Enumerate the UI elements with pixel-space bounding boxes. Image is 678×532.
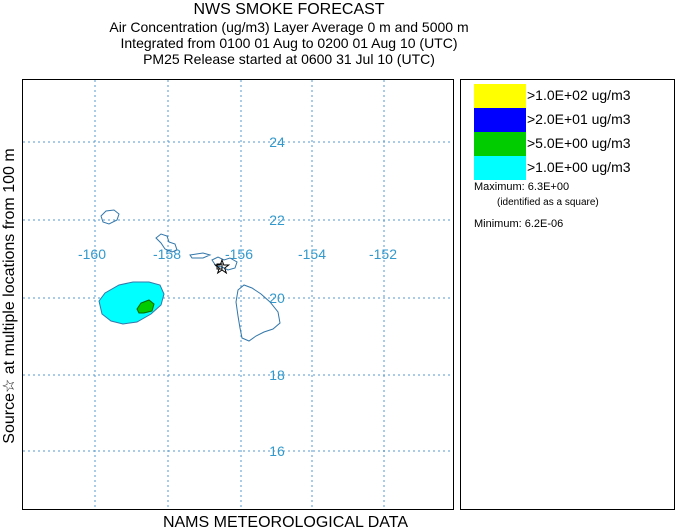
smoke-concentration [98,281,165,325]
legend-swatch [474,156,526,180]
legend-swatch [474,132,526,156]
source-star [213,258,231,275]
legend-panel: >1.0E+02 ug/m3 >2.0E+01 ug/m3 >5.0E+00 u… [460,79,675,510]
lon-label: -154 [298,246,326,262]
concentration-description: Air Concentration (ug/m3) Layer Average … [109,19,469,35]
meteorological-data-label: NAMS METEOROLOGICAL DATA [162,514,409,531]
oahu-coast [155,233,178,253]
legend-swatch [474,84,526,108]
forecast-header: NWS SMOKE FORECAST Air Concentration (ug… [22,0,556,67]
legend-label: >1.0E+00 ug/m3 [527,159,631,175]
legend-label: >2.0E+01 ug/m3 [527,111,631,127]
lat-label: 18 [269,367,285,383]
molokai-coast [189,252,212,259]
smoke-contour-1e0 [98,281,165,325]
island-coastlines [100,209,281,342]
lon-label: -160 [78,246,106,262]
release-start: PM25 Release started at 0600 31 Jul 10 (… [143,51,435,67]
source-star-icon [213,258,231,275]
lat-label: 20 [269,290,285,306]
longitude-labels: -160 -158 -156 -154 -152 [78,246,397,262]
maximum-note: (identified as a square) [497,197,599,208]
latitude-labels: 24 22 20 18 16 [269,134,285,459]
integration-period: Integrated from 0100 01 Aug to 0200 01 A… [120,35,458,51]
minimum-value: Minimum: 6.2E-06 [474,218,564,230]
graticule [23,80,453,509]
lon-label: -156 [225,246,253,262]
smoke-contour-5e0 [136,299,155,314]
legend-label: >5.0E+00 ug/m3 [527,135,631,151]
lon-label: -152 [369,246,397,262]
map-panel: -160 -158 -156 -154 -152 24 22 20 18 16 [22,79,454,510]
source-label: Source☆ at multiple locations from 100 m [1,148,18,444]
legend-label: >1.0E+02 ug/m3 [527,87,631,103]
big-island-coast [235,284,281,342]
lat-label: 16 [269,443,285,459]
maui-coast [211,256,238,271]
lat-label: 22 [269,212,285,228]
lon-label: -158 [153,246,181,262]
kauai-coast [100,209,120,225]
forecast-title: NWS SMOKE FORECAST [193,1,385,18]
lat-label: 24 [269,134,285,150]
maximum-value: Maximum: 6.3E+00 [474,181,570,193]
legend-swatch [474,108,526,132]
forecast-map: -160 -158 -156 -154 -152 24 22 20 18 16 [23,80,453,509]
